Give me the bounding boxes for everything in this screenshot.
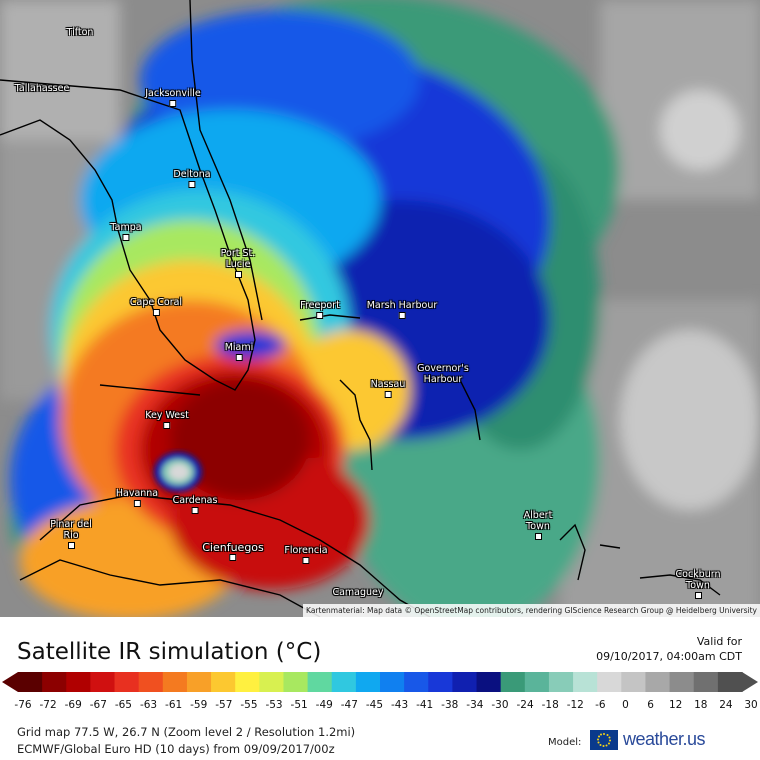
colorbar-tick-label: 0 bbox=[622, 699, 629, 711]
colorbar-tick-label: 18 bbox=[694, 699, 708, 711]
city-marker: Camaguey bbox=[332, 587, 384, 598]
model-info: ECMWF/Global Euro HD (10 days) from 09/0… bbox=[17, 742, 335, 756]
colorbar-tick-label: -45 bbox=[365, 699, 384, 711]
colorbar-swatch bbox=[259, 672, 285, 692]
colorbar-swatch bbox=[693, 672, 719, 692]
colorbar-swatch bbox=[138, 672, 164, 692]
colorbar-tick-label: -41 bbox=[416, 699, 434, 711]
legend-title: Satellite IR simulation (°C) bbox=[17, 639, 322, 665]
colorbar bbox=[2, 672, 758, 692]
colorbar-right-arrow bbox=[742, 672, 758, 692]
colorbar-tick-label: -24 bbox=[516, 699, 534, 711]
grid-info: Grid map 77.5 W, 26.7 N (Zoom level 2 / … bbox=[17, 725, 356, 739]
valid-label: Valid for bbox=[696, 635, 742, 648]
colorbar-tick-label: -38 bbox=[441, 699, 459, 711]
colorbar-tick-label: -30 bbox=[491, 699, 509, 711]
colorbar-tick-label: -12 bbox=[566, 699, 584, 711]
colorbar-tick-label: -18 bbox=[541, 699, 559, 711]
colorbar-swatch bbox=[476, 672, 502, 692]
colorbar-tick-label: -34 bbox=[466, 699, 484, 711]
colorbar-tick-label: -55 bbox=[240, 699, 258, 711]
colorbar-tick-label: -67 bbox=[89, 699, 107, 711]
colorbar-tick-label: 6 bbox=[647, 699, 654, 711]
colorbar-left-arrow bbox=[2, 672, 18, 692]
colorbar-swatch bbox=[404, 672, 429, 692]
colorbar-swatch bbox=[669, 672, 695, 692]
colorbar-swatch bbox=[621, 672, 647, 692]
colorbar-swatch bbox=[42, 672, 67, 692]
city-marker: Pinar del Rio bbox=[50, 519, 92, 549]
colorbar-tick-label: -49 bbox=[315, 699, 333, 711]
colorbar-tick-label: -43 bbox=[390, 699, 409, 711]
city-marker: Deltona bbox=[173, 169, 211, 188]
legend-panel: Satellite IR simulation (°C) Valid for 0… bbox=[0, 617, 760, 760]
colorbar-tick-label: -53 bbox=[265, 699, 283, 711]
colorbar-swatch bbox=[380, 672, 405, 692]
city-marker: Tallahassee bbox=[14, 83, 70, 94]
colorbar-tick-label: 24 bbox=[719, 699, 733, 711]
city-marker: Albert Town bbox=[518, 510, 558, 540]
colorbar-swatch bbox=[331, 672, 357, 692]
colorbar-swatch bbox=[524, 672, 550, 692]
ir-temperature-field bbox=[0, 0, 760, 617]
eu-flag-icon bbox=[590, 730, 618, 750]
valid-time-block: Valid for 09/10/2017, 04:00am CDT bbox=[596, 634, 742, 664]
city-marker: Tampa bbox=[110, 222, 142, 241]
city-marker: Key West bbox=[145, 410, 189, 429]
colorbar-swatch bbox=[211, 672, 236, 692]
city-marker: Nassau bbox=[371, 379, 405, 398]
colorbar-swatch bbox=[162, 672, 188, 692]
colorbar-swatch bbox=[283, 672, 309, 692]
colorbar-tick-label: -6 bbox=[595, 699, 606, 711]
valid-time: 09/10/2017, 04:00am CDT bbox=[596, 650, 742, 663]
colorbar-swatch bbox=[597, 672, 622, 692]
colorbar-tick-label: -51 bbox=[290, 699, 308, 711]
city-marker: Miami bbox=[225, 342, 253, 361]
map-attribution: Kartenmaterial: Map data © OpenStreetMap… bbox=[303, 604, 760, 617]
colorbar-swatch bbox=[235, 672, 260, 692]
colorbar-ticks: -76 -72 -69 -67 -65 -63 -61 -59 -57 -55 -53 -51 -49-… bbox=[0, 699, 760, 713]
city-marker: Governor's Harbour bbox=[417, 363, 469, 385]
colorbar-swatch bbox=[114, 672, 140, 692]
city-marker: Tifton bbox=[66, 27, 94, 38]
brand-name: weather.us bbox=[623, 729, 706, 749]
colorbar-tick-label: -47 bbox=[340, 699, 358, 711]
colorbar-tick-label: -69 bbox=[64, 699, 82, 711]
colorbar-swatch bbox=[573, 672, 598, 692]
colorbar-tick-label: -57 bbox=[215, 699, 233, 711]
colorbar-swatch bbox=[307, 672, 333, 692]
city-marker: Marsh Harbour bbox=[367, 300, 437, 319]
colorbar-tick-label: -65 bbox=[114, 699, 132, 711]
city-marker: Cardenas bbox=[173, 495, 217, 514]
colorbar-swatch bbox=[500, 672, 526, 692]
colorbar-swatch bbox=[18, 672, 43, 692]
colorbar-swatch bbox=[90, 672, 116, 692]
colorbar-tick-label: 30 bbox=[744, 699, 758, 711]
colorbar-swatch bbox=[355, 672, 381, 692]
model-label: Model: bbox=[548, 737, 582, 748]
colorbar-tick-label: -72 bbox=[39, 699, 57, 711]
city-marker: Port St. Lucie bbox=[215, 248, 261, 278]
satellite-ir-map[interactable]: Tifton Tallahassee Jacksonville Deltona … bbox=[0, 0, 760, 617]
city-marker: Havanna bbox=[116, 488, 158, 507]
colorbar-swatch bbox=[548, 672, 574, 692]
colorbar-swatch bbox=[428, 672, 453, 692]
colorbar-swatch bbox=[66, 672, 91, 692]
colorbar-tick-label: -63 bbox=[139, 699, 158, 711]
colorbar-swatch bbox=[452, 672, 478, 692]
city-marker: Cienfuegos bbox=[202, 542, 264, 561]
colorbar-swatch bbox=[186, 672, 212, 692]
colorbar-tick-label: -76 bbox=[14, 699, 32, 711]
city-marker: Freeport bbox=[300, 300, 340, 319]
city-marker: Florencia bbox=[284, 545, 328, 564]
colorbar-tick-label: -61 bbox=[165, 699, 183, 711]
colorbar-swatch bbox=[645, 672, 671, 692]
city-marker: Cape Coral bbox=[130, 297, 182, 316]
colorbar-swatch bbox=[717, 672, 743, 692]
colorbar-tick-label: 12 bbox=[669, 699, 683, 711]
city-marker: Cockburn Town bbox=[668, 569, 728, 599]
city-marker: Jacksonville bbox=[145, 88, 201, 107]
colorbar-tick-label: -59 bbox=[190, 699, 208, 711]
